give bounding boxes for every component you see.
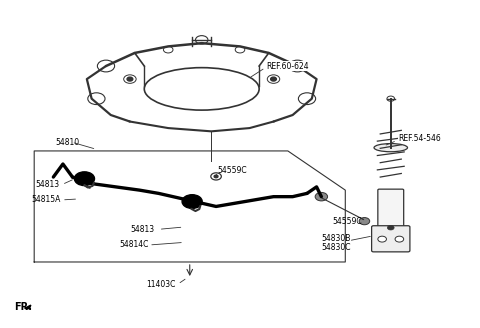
Text: FR.: FR. [14,302,32,312]
Circle shape [182,195,202,208]
Text: REF.60-624: REF.60-624 [266,62,309,71]
Text: 54813: 54813 [35,180,59,189]
Text: 54814C: 54814C [120,240,149,250]
Text: 54810: 54810 [56,138,80,147]
Circle shape [74,172,95,186]
Ellipse shape [374,144,408,152]
Circle shape [378,236,386,242]
FancyBboxPatch shape [372,226,410,252]
Text: REF.54-546: REF.54-546 [398,134,441,143]
FancyBboxPatch shape [378,189,404,229]
Text: REF.54-546: REF.54-546 [398,134,441,143]
Text: 11403C: 11403C [147,280,176,289]
Circle shape [359,217,370,225]
Circle shape [395,236,404,242]
Circle shape [271,77,276,81]
Text: 54830C: 54830C [322,243,351,252]
Text: REF.60-624: REF.60-624 [266,62,309,71]
Circle shape [387,225,394,230]
Text: 54830B: 54830B [322,234,351,243]
Polygon shape [24,305,31,309]
Text: 54813: 54813 [130,225,154,234]
Text: 54559C: 54559C [217,166,247,175]
Circle shape [127,77,133,81]
Circle shape [214,175,218,178]
Text: 54559C: 54559C [332,217,362,226]
Circle shape [315,193,327,201]
Text: 54815A: 54815A [32,195,61,204]
